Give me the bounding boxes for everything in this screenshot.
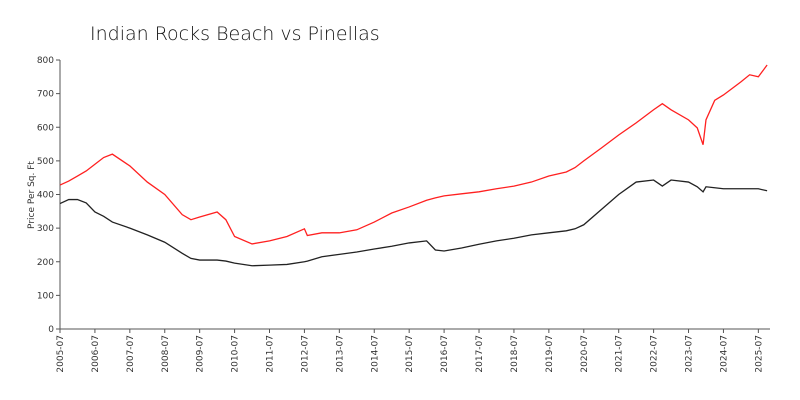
- x-tick-label: 2015-07: [405, 335, 415, 373]
- x-tick-label: 2019-07: [545, 335, 555, 373]
- y-tick-label: 500: [37, 157, 54, 167]
- x-tick-label: 2009-07: [196, 335, 206, 373]
- x-tick-label: 2018-07: [510, 335, 520, 373]
- x-tick-label: 2007-07: [126, 335, 136, 373]
- x-tick-label: 2025-07: [754, 335, 764, 373]
- y-tick-label: 100: [37, 291, 54, 301]
- x-tick-label: 2023-07: [685, 335, 695, 373]
- line-series: [59, 179, 768, 267]
- x-tick-label: 2011-07: [266, 335, 276, 373]
- y-tick-label: 800: [37, 56, 54, 66]
- y-tick-label: 300: [37, 224, 54, 234]
- x-tick-label: 2005-07: [56, 335, 66, 373]
- x-tick-label: 2022-07: [650, 335, 660, 373]
- y-tick-label: 700: [37, 90, 54, 100]
- line-series: [59, 64, 768, 245]
- x-tick-label: 2014-07: [370, 335, 380, 373]
- chart-title: Indian Rocks Beach vs Pinellas: [90, 23, 380, 45]
- x-tick-label: 2006-07: [91, 335, 101, 373]
- y-tick-label: 0: [48, 325, 54, 335]
- x-tick-label: 2017-07: [475, 335, 485, 373]
- y-axis-label: Price Per Sq. Ft: [27, 161, 37, 229]
- x-tick-label: 2024-07: [719, 335, 729, 373]
- x-tick-label: 2013-07: [335, 335, 345, 373]
- x-tick-label: 2008-07: [161, 335, 171, 373]
- x-tick-label: 2020-07: [580, 335, 590, 373]
- x-tick-label: 2010-07: [231, 335, 241, 373]
- y-tick-label: 600: [37, 123, 54, 133]
- x-tick-label: 2016-07: [440, 335, 450, 373]
- y-tick-label: 200: [37, 258, 54, 268]
- x-tick-label: 2021-07: [615, 335, 625, 373]
- x-tick-label: 2012-07: [300, 335, 310, 373]
- y-tick-label: 400: [37, 191, 54, 201]
